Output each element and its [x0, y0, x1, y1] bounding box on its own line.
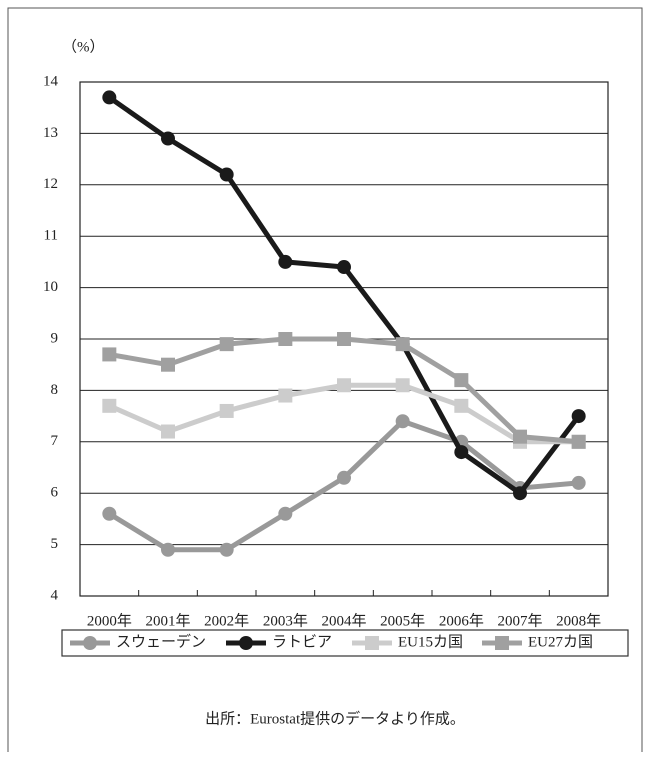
data-point: [278, 388, 293, 403]
y-tick-label: 10: [43, 279, 58, 295]
y-tick-label: 6: [51, 485, 59, 501]
data-point: [278, 332, 293, 346]
data-point: [102, 398, 117, 413]
data-point: [219, 542, 234, 557]
y-tick-label: 12: [43, 176, 58, 192]
y-tick-label: 14: [43, 73, 59, 89]
y-tick-label: 11: [44, 228, 58, 244]
data-point: [513, 486, 527, 501]
data-point: [161, 542, 175, 557]
data-point: [395, 378, 410, 393]
data-point: [219, 403, 234, 418]
data-point: [513, 429, 527, 444]
legend-marker: [495, 636, 509, 650]
data-point: [161, 131, 175, 146]
y-tick-label: 7: [51, 433, 59, 449]
data-point: [102, 506, 117, 521]
y-tick-label: 5: [51, 536, 59, 552]
data-point: [571, 409, 586, 424]
legend-marker: [239, 636, 253, 650]
data-point: [278, 506, 293, 521]
legend-marker: [83, 636, 97, 650]
x-tick-label: 2003年: [263, 612, 308, 629]
data-point: [454, 398, 469, 413]
data-point: [454, 373, 469, 388]
x-tick-label: 2001年: [145, 612, 190, 629]
legend-label: ラトビア: [272, 633, 332, 650]
frame: [7, 7, 643, 752]
legend-label: スウェーデン: [116, 632, 206, 650]
data-point: [102, 347, 117, 362]
data-point: [571, 475, 586, 490]
data-point: [395, 337, 410, 352]
source-note: 出所：Eurostat提供のデータより作成。: [205, 709, 465, 727]
x-tick-label: 2002年: [204, 612, 249, 629]
y-tick-label: 13: [43, 125, 58, 141]
data-point: [219, 167, 234, 182]
x-tick-label: 2008年: [556, 612, 601, 629]
data-point: [337, 260, 351, 275]
data-point: [337, 332, 351, 346]
data-point: [395, 414, 410, 429]
legend-label: EU15カ国: [398, 633, 463, 650]
data-point: [161, 424, 175, 439]
data-point: [337, 378, 351, 393]
x-tick-label: 2007年: [497, 612, 542, 629]
data-point: [278, 254, 293, 269]
data-point: [102, 90, 117, 105]
data-point: [454, 445, 469, 460]
data-point: [161, 357, 175, 372]
y-tick-label: 8: [51, 382, 59, 398]
y-unit: （%）: [62, 38, 105, 55]
y-tick-label: 9: [51, 330, 59, 346]
legend-marker: [365, 636, 379, 650]
data-point: [571, 434, 586, 449]
legend-label: EU27カ国: [528, 633, 593, 650]
x-tick-label: 2005年: [380, 612, 425, 629]
legend-box: [61, 629, 629, 657]
data-point: [337, 470, 351, 485]
series-line: [108, 382, 579, 445]
x-tick-label: 2000年: [87, 612, 132, 629]
x-tick-label: 2004年: [321, 612, 366, 629]
data-point: [219, 337, 234, 352]
x-tick-label: 2006年: [439, 612, 484, 629]
plot-area: [79, 81, 609, 597]
y-tick-label: 4: [51, 587, 59, 603]
